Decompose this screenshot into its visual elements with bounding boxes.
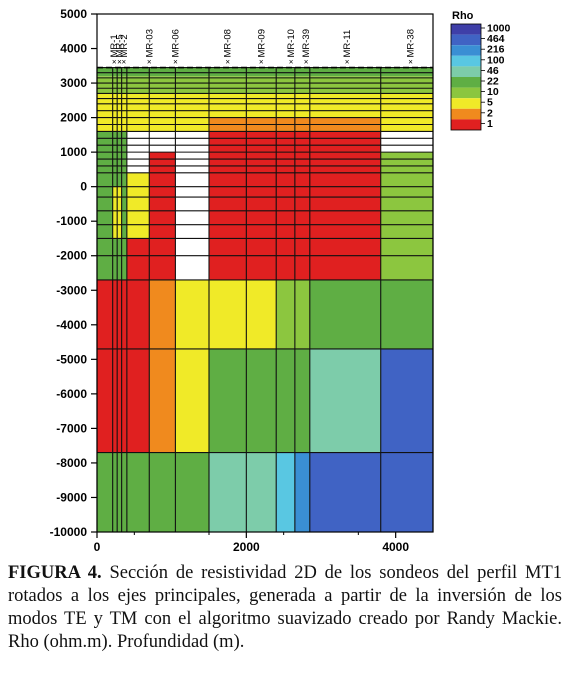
rho-cell [294, 452, 310, 532]
y-axis: 5000 4000 3000 2000 1000 0 -1000 -2000 -3000 -400… [50, 7, 97, 539]
x-tick-label: 0 [94, 540, 101, 554]
y-tick-label: -2000 [56, 249, 87, 263]
rho-cell [175, 279, 209, 453]
x-axis: 0 2000 4000 [94, 532, 409, 554]
legend-label: 1000 [487, 23, 511, 35]
caption-text: Sección de resistividad 2D de los sondeo… [8, 563, 563, 652]
figure-caption: FIGURA 4. Sección de resistividad 2D de … [8, 562, 562, 654]
legend-title: Rho [452, 10, 474, 22]
rho-cell [309, 279, 433, 349]
y-tick-label: -4000 [56, 318, 87, 332]
legend-label: 46 [487, 65, 499, 77]
station-label: MR-10 [286, 29, 297, 58]
legend-label: 22 [487, 76, 499, 88]
station-marker: × [289, 58, 294, 67]
legend-swatch [451, 24, 481, 35]
y-tick-label: -1000 [56, 214, 87, 228]
rho-cell [380, 152, 433, 280]
station-label: MR-11 [342, 30, 353, 58]
rho-cell [209, 279, 277, 349]
legend-label: 216 [487, 44, 505, 56]
legend-swatch [451, 45, 481, 56]
rho-cell [149, 152, 176, 239]
legend-swatch [451, 108, 481, 120]
station-label: MR-38 [406, 29, 417, 58]
station-marker: × [304, 58, 309, 67]
legend-label: 5 [487, 97, 493, 109]
station-marker: × [117, 58, 122, 67]
station-markers: ×MR-1×MR-5×MR-2×MR-03×MR-06×MR-08×MR-09×… [109, 29, 416, 67]
station-label: MR-2 [119, 34, 130, 57]
legend-label: 464 [487, 33, 505, 45]
rho-cell [276, 279, 310, 349]
y-tick-label: -5000 [56, 352, 87, 366]
rho-cell [380, 348, 433, 453]
plot-border [96, 13, 434, 533]
y-tick-label: 5000 [60, 7, 87, 21]
legend-swatch [451, 87, 481, 99]
caption-label: FIGURA 4. [8, 563, 102, 583]
legend-label: 2 [487, 107, 493, 119]
station-label: MR-39 [301, 29, 312, 58]
rho-cell [126, 238, 176, 280]
rho-cell [209, 348, 310, 453]
rho-cell [126, 172, 150, 239]
station-label: MR-09 [256, 29, 267, 58]
station-label: MR-03 [144, 29, 155, 58]
x-tick-label: 4000 [382, 540, 409, 554]
rho-cell [276, 452, 295, 532]
y-tick-label: 2000 [60, 111, 87, 125]
x-tick-label: 2000 [233, 540, 260, 554]
y-tick-label: -7000 [56, 421, 87, 435]
rho-cell [97, 67, 433, 77]
y-tick-label: 4000 [60, 42, 87, 56]
legend-swatch [451, 77, 481, 88]
y-tick-label: -10000 [50, 525, 88, 539]
y-tick-label: -6000 [56, 387, 87, 401]
legend-swatch [451, 119, 481, 130]
rho-cell [149, 279, 176, 453]
station-label: MR-06 [170, 29, 181, 58]
legend-label: 1 [487, 118, 493, 130]
plot-frame [96, 13, 434, 533]
station-marker: × [147, 58, 152, 67]
legend-swatch [451, 98, 481, 109]
rho-cell [309, 348, 381, 453]
station-marker: × [345, 58, 350, 67]
y-tick-label: 1000 [60, 145, 87, 159]
y-tick-label: 0 [80, 180, 87, 194]
rho-cell [97, 452, 209, 532]
legend-swatch [451, 66, 481, 77]
legend-border [450, 23, 482, 131]
station-marker: × [408, 58, 413, 67]
station-label: MR-08 [223, 29, 234, 58]
legend-swatch [451, 55, 481, 67]
rho-cell [97, 131, 127, 280]
rho-cell [209, 452, 277, 532]
y-tick-label: -9000 [56, 490, 87, 504]
rho-cell [97, 279, 150, 453]
rho-cell [97, 76, 433, 94]
rho-cells [97, 67, 433, 532]
resistivity-section-figure: 500040003000200010000-1000-2000-3000-400… [50, 7, 511, 554]
station-label: MR-5 [114, 34, 125, 57]
station-marker: × [173, 58, 178, 67]
station-marker: × [112, 58, 117, 67]
y-tick-label: 3000 [60, 76, 87, 90]
legend-swatch [451, 34, 481, 46]
station-label: MR-1 [109, 34, 120, 57]
y-tick-label: -3000 [56, 283, 87, 297]
station-marker: × [225, 58, 230, 67]
legend-label: 100 [487, 54, 505, 66]
station-marker: × [122, 58, 127, 67]
station-marker: × [259, 58, 264, 67]
legend-label: 10 [487, 86, 499, 98]
rho-cell [309, 452, 433, 532]
y-tick-label: -8000 [56, 456, 87, 470]
